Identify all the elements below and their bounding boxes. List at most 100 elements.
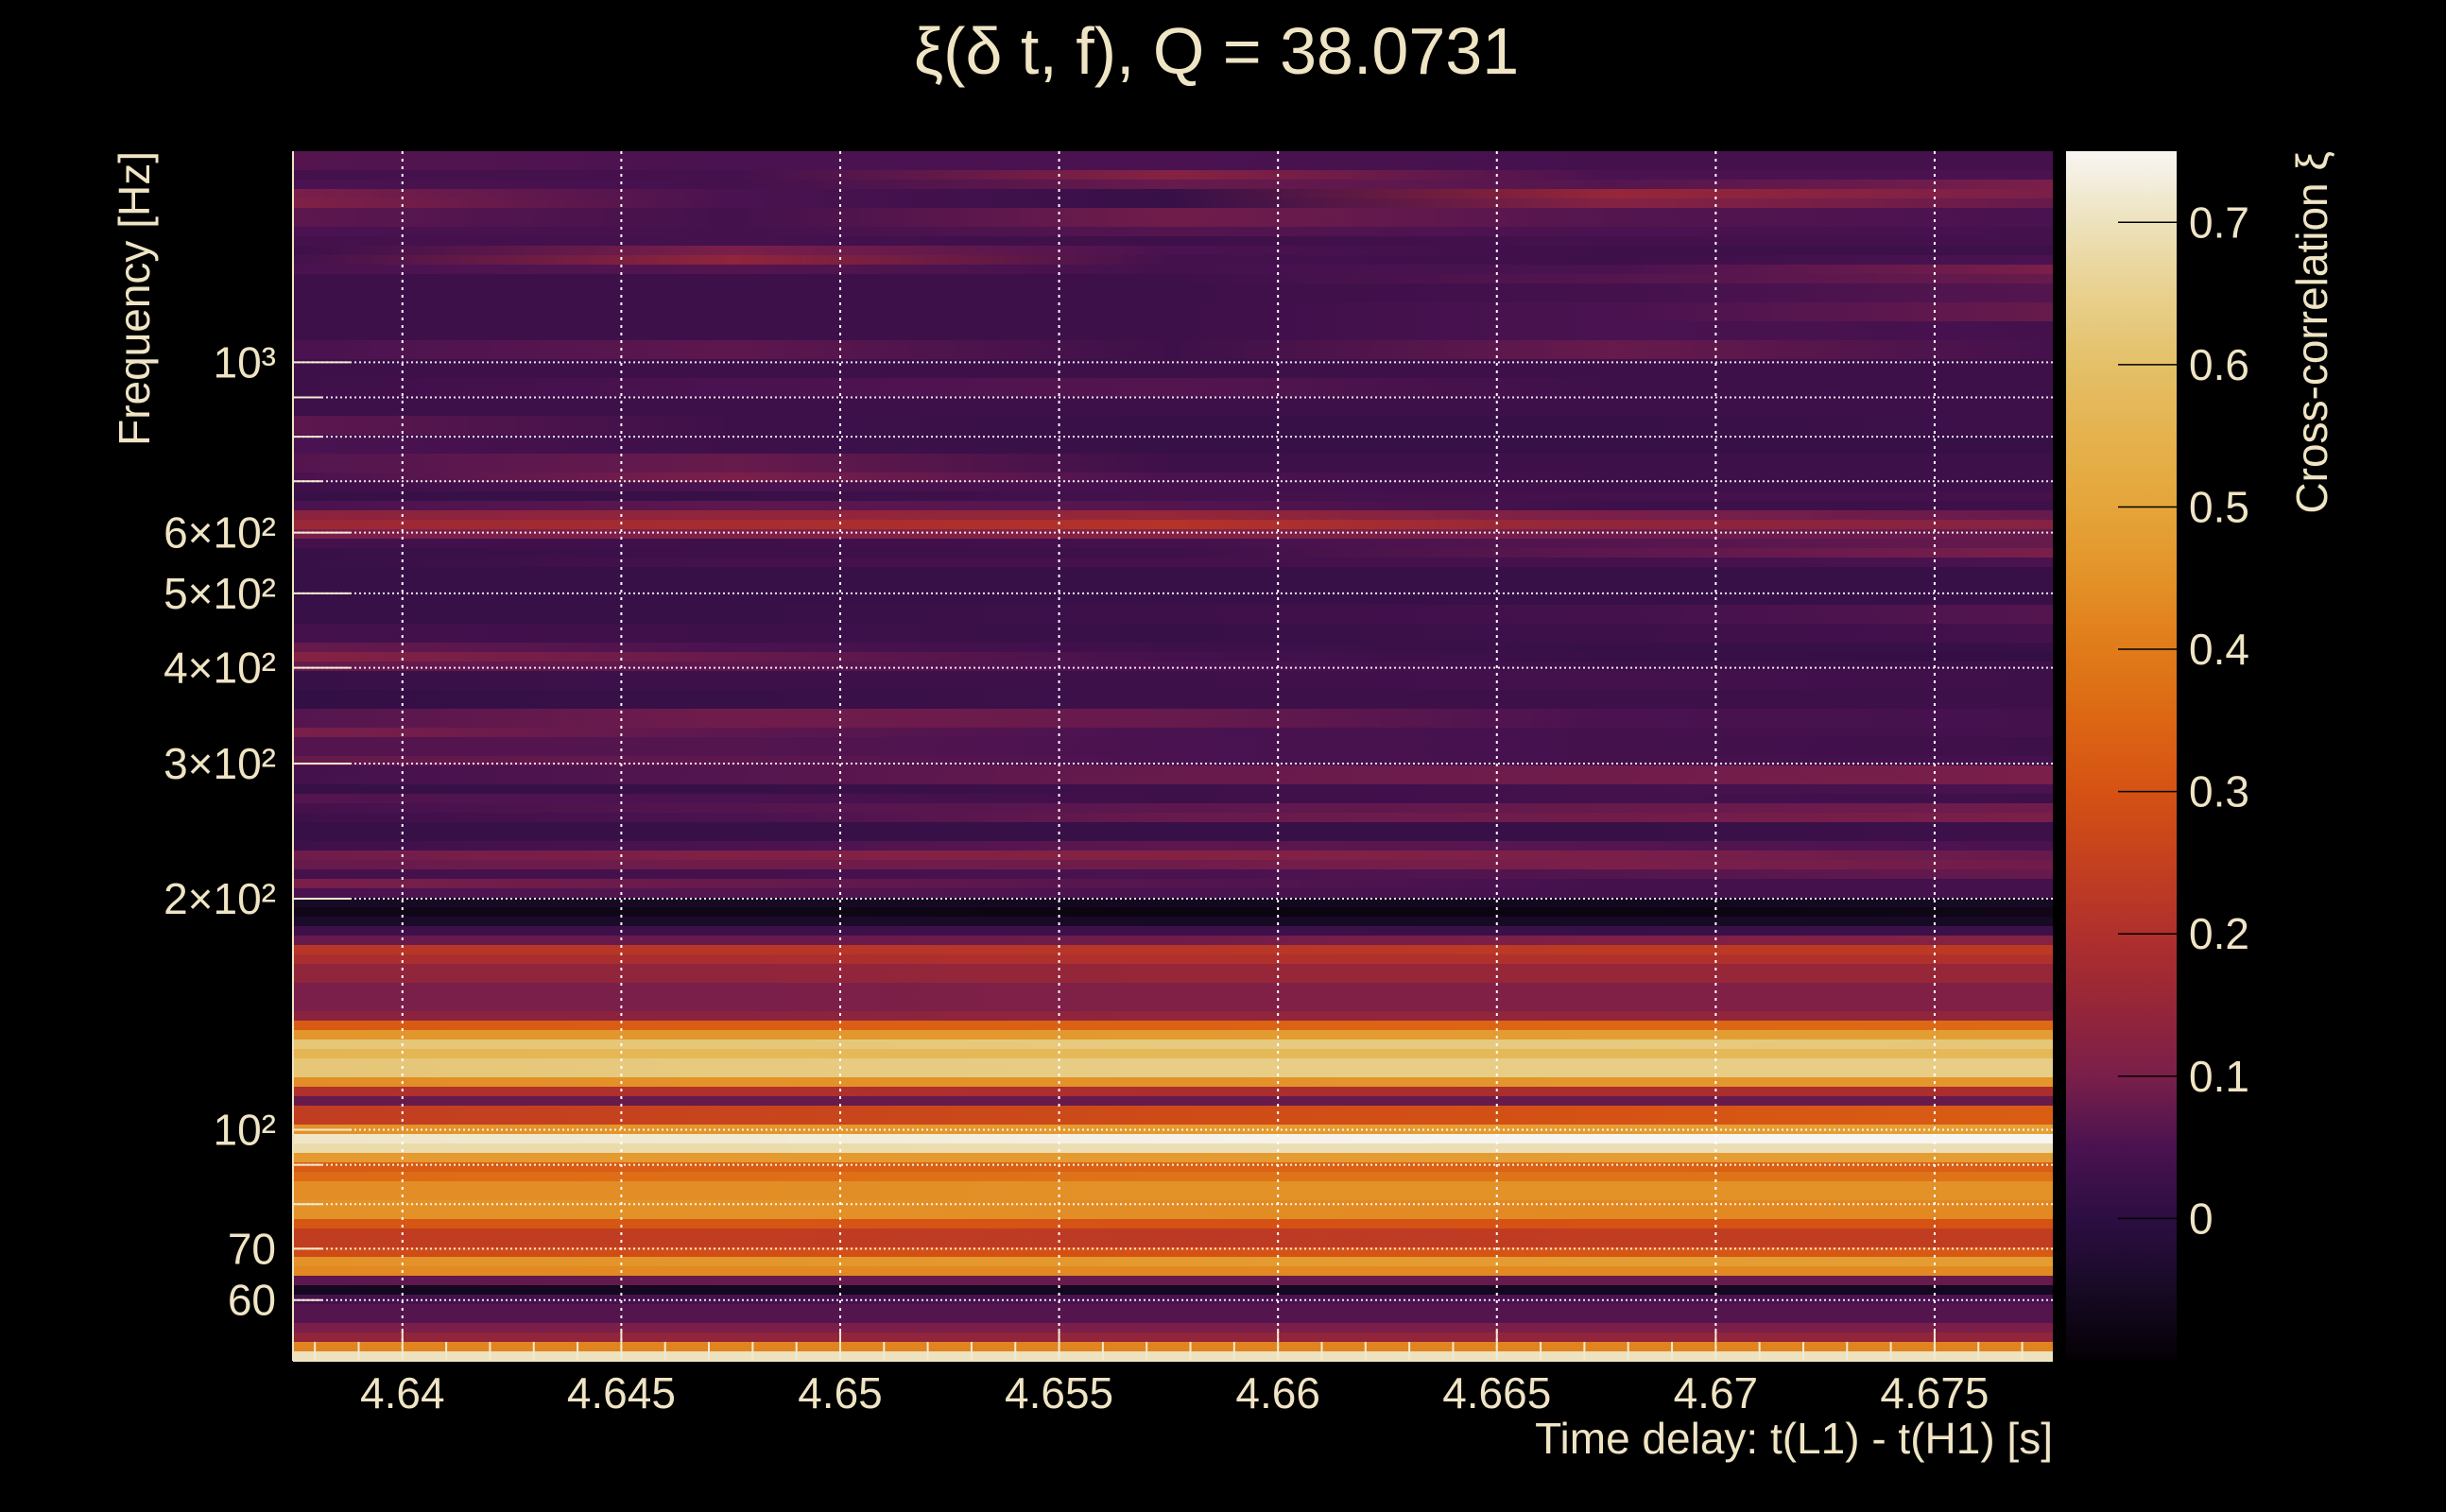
heatmap-row bbox=[293, 936, 2053, 946]
heatmap-row bbox=[293, 520, 2053, 530]
heatmap-row bbox=[293, 255, 2053, 266]
y-tick-label: 70 bbox=[228, 1224, 276, 1273]
heatmap-row bbox=[293, 1228, 2053, 1248]
colorbar-tick-label: 0.3 bbox=[2189, 767, 2249, 816]
y-tick-label: 10³ bbox=[214, 337, 276, 387]
heatmap-row bbox=[293, 236, 2053, 247]
heatmap-row bbox=[293, 1030, 2053, 1040]
heatmap-row bbox=[293, 1181, 2053, 1201]
heatmap-row bbox=[293, 822, 2053, 842]
heatmap-row bbox=[293, 227, 2053, 237]
x-tick-label: 4.645 bbox=[567, 1368, 676, 1418]
heatmap-row bbox=[293, 1351, 2053, 1362]
x-tick-label: 4.67 bbox=[1674, 1368, 1759, 1418]
heatmap-row bbox=[293, 643, 2053, 653]
heatmap-row bbox=[293, 472, 2053, 483]
heatmap-row bbox=[293, 671, 2053, 691]
x-tick-label: 4.655 bbox=[1005, 1368, 1113, 1418]
heatmap-row bbox=[293, 1285, 2053, 1296]
colorbar-tick-label: 0.1 bbox=[2189, 1052, 2249, 1101]
heatmap-row bbox=[293, 784, 2053, 795]
heatmap-row bbox=[293, 1276, 2053, 1286]
heatmap-row bbox=[293, 302, 2053, 322]
y-tick-label: 10² bbox=[214, 1106, 276, 1155]
heatmap-row bbox=[293, 1021, 2053, 1031]
heatmap-row bbox=[293, 954, 2053, 965]
y-tick-label: 6×10² bbox=[164, 508, 276, 558]
heatmap-row bbox=[293, 737, 2053, 757]
heatmap-row bbox=[293, 454, 2053, 473]
heatmap-row bbox=[293, 1096, 2053, 1107]
colorbar-title: Cross-correlation ξ bbox=[2287, 151, 2336, 514]
heatmap-row bbox=[293, 321, 2053, 341]
y-axis-title: Frequency [Hz] bbox=[110, 151, 159, 446]
heatmap-row bbox=[293, 926, 2053, 936]
heatmap-row bbox=[293, 1172, 2053, 1182]
chart-title: ξ(δ t, f), Q = 38.0731 bbox=[914, 14, 1519, 88]
heatmap-row bbox=[293, 794, 2053, 804]
heatmap-row bbox=[293, 1323, 2053, 1333]
heatmap-row bbox=[293, 359, 2053, 379]
x-tick-label: 4.64 bbox=[360, 1368, 445, 1418]
heatmap-row bbox=[293, 888, 2053, 899]
y-tick-label: 4×10² bbox=[164, 644, 276, 693]
heatmap-row bbox=[293, 416, 2053, 436]
x-tick-label: 4.65 bbox=[798, 1368, 883, 1418]
heatmap-row bbox=[293, 435, 2053, 455]
heatmap-row bbox=[293, 869, 2053, 880]
heatmap-row bbox=[293, 1077, 2053, 1088]
x-tick-label: 4.665 bbox=[1442, 1368, 1551, 1418]
heatmap-row bbox=[293, 1247, 2053, 1258]
heatmap-row bbox=[293, 1342, 2053, 1352]
heatmap-row bbox=[293, 662, 2053, 672]
heatmap-row bbox=[293, 652, 2053, 662]
heatmap-row bbox=[293, 1143, 2053, 1154]
heatmap-row bbox=[293, 898, 2053, 908]
heatmap-row bbox=[293, 340, 2053, 360]
grid bbox=[293, 151, 2053, 1361]
heatmap-row bbox=[293, 1162, 2053, 1173]
heatmap-row bbox=[293, 567, 2053, 587]
heatmap-row bbox=[293, 605, 2053, 625]
heatmap-row bbox=[293, 265, 2053, 275]
heatmap-row bbox=[293, 756, 2053, 766]
y-tick-label: 60 bbox=[228, 1276, 276, 1325]
heatmap-row bbox=[293, 284, 2053, 303]
heatmap-row bbox=[293, 529, 2053, 540]
y-tick-label: 5×10² bbox=[164, 569, 276, 618]
heatmap-row bbox=[293, 246, 2053, 256]
axes: 4.64 4.645 4.65 4.655 4.66 4.665 4.67 4.675 10³ 6… bbox=[164, 151, 2053, 1418]
heatmap-row bbox=[293, 709, 2053, 729]
x-tick-label: 4.675 bbox=[1880, 1368, 1989, 1418]
heatmap-row bbox=[293, 841, 2053, 851]
heatmap-row bbox=[293, 501, 2053, 511]
heatmap-row bbox=[293, 1332, 2053, 1343]
colorbar-tick-label: 0.4 bbox=[2189, 625, 2249, 674]
heatmap-row bbox=[293, 1106, 2053, 1125]
heatmap-row bbox=[293, 983, 2053, 1012]
heatmap-row bbox=[293, 879, 2053, 889]
heatmap-row bbox=[293, 558, 2053, 568]
heatmap-row bbox=[293, 1134, 2053, 1144]
heatmap-row bbox=[293, 1304, 2053, 1324]
y-tick-label: 3×10² bbox=[164, 739, 276, 788]
heatmap-row bbox=[293, 765, 2053, 785]
heatmap-row bbox=[293, 1058, 2053, 1078]
heatmap-row bbox=[293, 624, 2053, 644]
heatmap-row bbox=[293, 397, 2053, 417]
colorbar-tick-label: 0.5 bbox=[2189, 482, 2249, 531]
heatmap-row bbox=[293, 274, 2053, 284]
heatmap-row bbox=[293, 1219, 2053, 1229]
heatmap-row bbox=[293, 728, 2053, 738]
x-tick-label: 4.66 bbox=[1235, 1368, 1320, 1418]
heatmap-row bbox=[293, 170, 2053, 180]
y-tick-label: 2×10² bbox=[164, 874, 276, 923]
heatmap-row bbox=[293, 945, 2053, 955]
heatmap-row bbox=[293, 850, 2053, 861]
heatmap-row bbox=[293, 907, 2053, 918]
heatmap-row bbox=[293, 378, 2053, 398]
heatmap-row bbox=[293, 1257, 2053, 1267]
heatmap-row bbox=[293, 690, 2053, 710]
heatmap-row bbox=[293, 917, 2053, 927]
